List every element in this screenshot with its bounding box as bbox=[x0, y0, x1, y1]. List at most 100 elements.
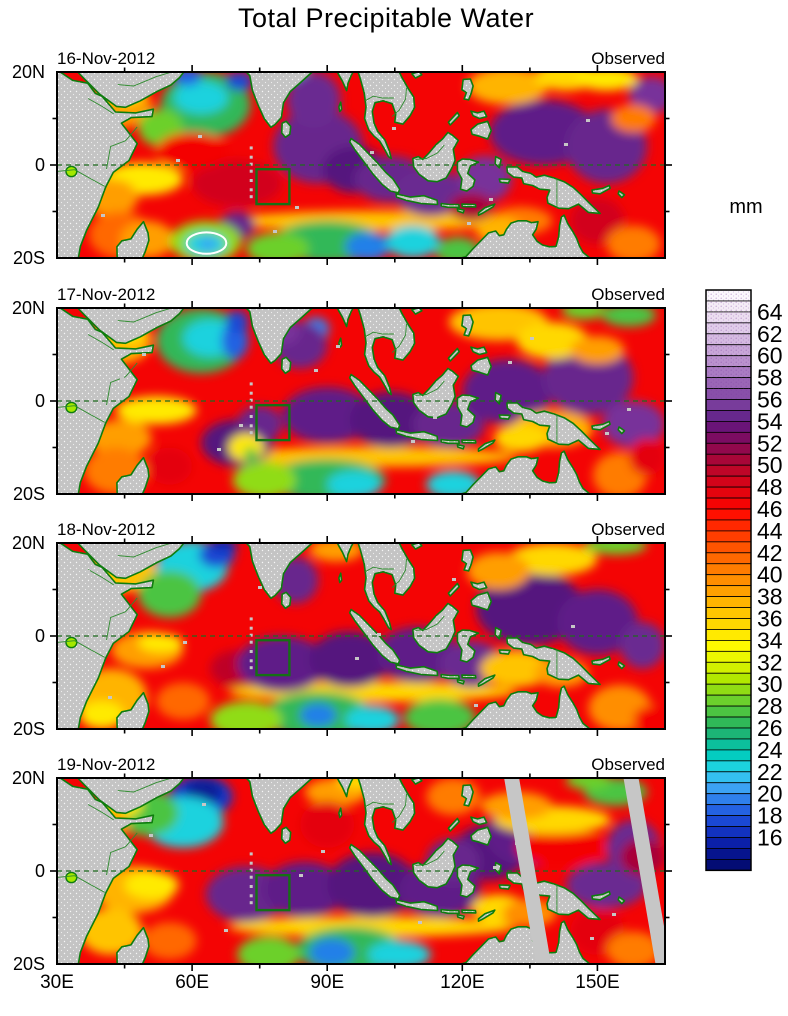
land-luzon bbox=[461, 549, 474, 572]
lake-victoria bbox=[65, 871, 78, 884]
land-andaman bbox=[338, 572, 343, 584]
land-flores bbox=[461, 909, 477, 914]
panel-source-label: Observed bbox=[591, 755, 665, 774]
land-polygons bbox=[57, 778, 626, 964]
land-burma_coast bbox=[336, 778, 355, 798]
land-timor bbox=[477, 909, 496, 922]
colorbar-tick-label: 38 bbox=[757, 584, 783, 610]
x-axis-label: 60E bbox=[175, 972, 210, 993]
land-sumba bbox=[456, 207, 465, 214]
land-australia bbox=[458, 450, 592, 494]
colorbar-tick-label: 54 bbox=[757, 408, 783, 434]
land-sumatra bbox=[348, 608, 401, 665]
country-borders bbox=[57, 72, 558, 208]
colorbar-tick-label: 50 bbox=[757, 452, 783, 478]
y-axis-label: 0 bbox=[35, 391, 45, 411]
axis-ticks bbox=[50, 301, 672, 501]
land-timor bbox=[477, 674, 496, 687]
data-gap-swath bbox=[623, 778, 665, 964]
colorbar-tick-label: 48 bbox=[757, 474, 783, 500]
land-australia bbox=[458, 214, 592, 258]
land-borneo bbox=[411, 367, 460, 419]
land-madagascar bbox=[116, 691, 150, 729]
land-visayas bbox=[470, 110, 488, 120]
land-luzon bbox=[461, 78, 474, 101]
study-region-box bbox=[255, 873, 291, 912]
colorbar-tick-label: 64 bbox=[757, 299, 783, 325]
land-bougainville bbox=[617, 661, 626, 670]
land-visayas bbox=[470, 581, 488, 591]
colorbar-tick-label: 22 bbox=[757, 759, 783, 785]
map-canvas-0: 20N 0 20S bbox=[12, 62, 672, 268]
land-sulawesi bbox=[456, 158, 480, 192]
land-luzon bbox=[461, 314, 474, 337]
land-bali_lombok bbox=[440, 438, 461, 445]
y-axis-label: 20S bbox=[13, 954, 45, 974]
land-madagascar bbox=[116, 456, 150, 494]
land-new_guinea bbox=[506, 637, 601, 686]
land-timor bbox=[477, 439, 496, 452]
colorbar-tick-label: 18 bbox=[757, 803, 783, 829]
land-sulawesi bbox=[456, 864, 480, 898]
land-palawan bbox=[447, 347, 461, 362]
land-new_britain bbox=[591, 184, 611, 195]
land-flores bbox=[461, 439, 477, 444]
land-palawan bbox=[447, 582, 461, 597]
land-sri_lanka bbox=[280, 591, 292, 610]
colorbar-tick-label: 32 bbox=[757, 649, 783, 675]
land-mindanao bbox=[470, 591, 493, 611]
missing-data-specks bbox=[79, 88, 590, 233]
land-bougainville bbox=[617, 896, 626, 905]
land-india bbox=[245, 778, 314, 835]
colorbar-tick-label: 26 bbox=[757, 715, 783, 741]
axis-ticks bbox=[50, 771, 672, 971]
colorbar-tick-label: 24 bbox=[757, 737, 783, 763]
land-andaman bbox=[338, 101, 343, 113]
lake-victoria bbox=[65, 165, 78, 178]
colorbar-unit-label: mm bbox=[729, 196, 763, 218]
panel-source-label: Observed bbox=[591, 520, 665, 539]
land-andaman bbox=[338, 807, 343, 819]
land-india bbox=[245, 308, 314, 365]
panel-date-label: 17-Nov-2012 bbox=[57, 285, 156, 304]
panel-date-label: 16-Nov-2012 bbox=[57, 49, 156, 68]
figure-title: Total Precipitable Water bbox=[237, 3, 535, 33]
study-region-box bbox=[255, 403, 291, 442]
land-sulawesi bbox=[456, 394, 480, 428]
land-java bbox=[395, 429, 439, 442]
land-bougainville bbox=[617, 426, 626, 435]
land-sumatra bbox=[348, 843, 401, 900]
land-sumatra bbox=[348, 373, 401, 430]
land-bali_lombok bbox=[440, 908, 461, 915]
land-india bbox=[245, 72, 314, 129]
y-axis-label: 0 bbox=[35, 861, 45, 881]
land-indochina bbox=[357, 778, 416, 866]
land-india bbox=[245, 543, 314, 600]
colorbar-tick-label: 62 bbox=[757, 321, 783, 347]
land-mindanao bbox=[470, 826, 493, 846]
land-visayas bbox=[470, 816, 488, 826]
colorbar-tick-label: 42 bbox=[757, 540, 783, 566]
land-sumba bbox=[456, 678, 465, 685]
land-new_guinea bbox=[506, 166, 601, 215]
land-seram bbox=[498, 649, 511, 655]
map-canvas-2: 20N 0 20S bbox=[12, 533, 672, 739]
land-madagascar bbox=[116, 926, 150, 964]
panel-source-label: Observed bbox=[591, 49, 665, 68]
land-seram bbox=[498, 884, 511, 890]
land-indochina bbox=[357, 72, 416, 160]
land-mindanao bbox=[470, 120, 493, 140]
land-sumatra bbox=[348, 137, 401, 194]
land-burma_coast bbox=[336, 543, 355, 563]
panel-date-label: 19-Nov-2012 bbox=[57, 755, 156, 774]
land-visayas bbox=[470, 346, 488, 356]
white-contour-ring bbox=[185, 231, 228, 255]
land-java bbox=[395, 899, 439, 912]
lake-victoria bbox=[65, 636, 78, 649]
land-seram bbox=[498, 178, 511, 184]
land-new_britain bbox=[591, 890, 611, 901]
land-mindanao bbox=[470, 356, 493, 376]
axis-ticks bbox=[50, 65, 672, 265]
land-seram bbox=[498, 414, 511, 420]
land-palawan bbox=[447, 817, 461, 832]
